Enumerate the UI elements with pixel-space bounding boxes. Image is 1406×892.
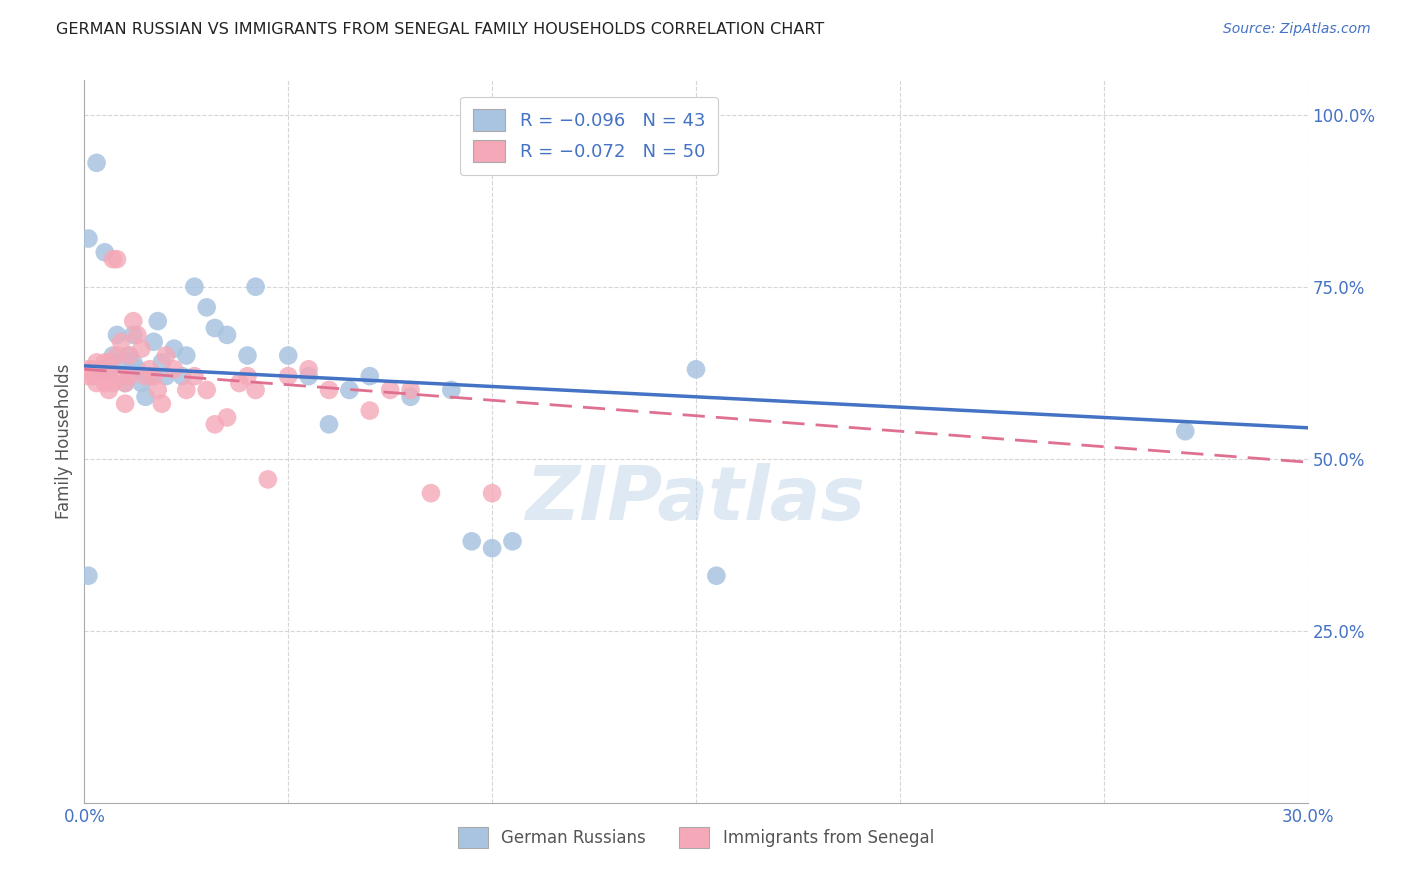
Point [77,362,100,376]
Point [359,369,381,384]
Text: ZIPatlas: ZIPatlas [526,463,866,536]
Point [138,362,160,376]
Text: Source: ZipAtlas.com: Source: ZipAtlas.com [1223,22,1371,37]
Point [101,349,124,363]
Point [155,369,177,384]
Point [146,383,169,397]
Point [174,349,197,363]
Point [399,383,422,397]
Point [90,362,112,376]
Point [481,541,503,556]
Point [97,362,120,376]
Point [245,383,267,397]
Point [183,279,205,293]
Point [277,369,299,384]
Point [195,301,218,315]
Point [82,362,104,376]
Point [298,369,321,384]
Point [105,252,128,267]
Point [101,376,124,390]
Point [93,376,115,390]
Point [131,376,153,390]
Point [90,369,112,384]
Point [163,342,186,356]
Point [118,349,141,363]
Point [93,245,115,260]
Point [172,369,194,384]
Point [86,376,108,390]
Point [90,362,112,376]
Point [217,327,239,342]
Point [97,355,120,369]
Point [101,252,124,267]
Point [183,369,205,384]
Point [155,349,177,363]
Point [142,334,165,349]
Point [127,362,149,376]
Point [146,314,169,328]
Point [685,362,707,376]
Point [114,376,136,390]
Point [118,349,141,363]
Point [105,327,128,342]
Point [138,369,160,384]
Point [122,327,145,342]
Point [110,334,132,349]
Point [163,362,186,376]
Y-axis label: Family Households: Family Households [55,364,73,519]
Point [142,369,165,384]
Point [97,369,120,384]
Point [122,355,145,369]
Point [135,390,157,404]
Text: GERMAN RUSSIAN VS IMMIGRANTS FROM SENEGAL FAMILY HOUSEHOLDS CORRELATION CHART: GERMAN RUSSIAN VS IMMIGRANTS FROM SENEGA… [56,22,824,37]
Point [461,534,484,549]
Point [204,321,226,335]
Point [135,369,157,384]
Point [97,383,120,397]
Point [318,383,340,397]
Point [118,369,141,384]
Point [236,369,259,384]
Point [110,355,132,369]
Point [339,383,361,397]
Point [82,369,104,384]
Point [77,231,100,245]
Point [150,397,173,411]
Point [86,355,108,369]
Point [114,397,136,411]
Point [217,410,239,425]
Point [706,568,728,582]
Point [150,355,173,369]
Point [195,383,218,397]
Point [1174,424,1197,438]
Point [298,362,321,376]
Point [105,349,128,363]
Point [114,376,136,390]
Point [131,342,153,356]
Point [228,376,250,390]
Point [399,390,422,404]
Point [204,417,226,432]
Point [77,568,100,582]
Legend: German Russians, Immigrants from Senegal: German Russians, Immigrants from Senegal [446,816,946,860]
Point [380,383,402,397]
Point [236,349,259,363]
Point [174,383,197,397]
Point [420,486,443,500]
Point [277,349,299,363]
Point [93,355,115,369]
Point [110,369,132,384]
Point [127,327,149,342]
Point [122,314,145,328]
Point [245,279,267,293]
Point [440,383,463,397]
Point [257,472,280,486]
Point [502,534,524,549]
Point [359,403,381,417]
Point [481,486,503,500]
Point [86,156,108,170]
Point [318,417,340,432]
Point [77,369,100,384]
